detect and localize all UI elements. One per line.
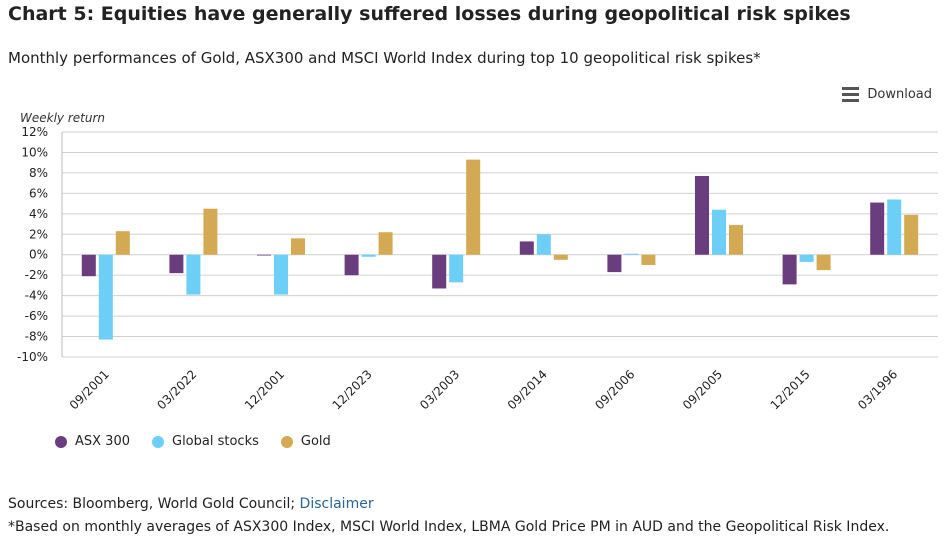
bar-global-stocks-03-1996 (887, 199, 902, 255)
download-label: Download (867, 87, 932, 102)
y-tick-label: -2% (25, 268, 48, 282)
bar-gold-09-2001 (115, 231, 130, 255)
y-tick-label: -10% (17, 350, 48, 364)
bar-global-stocks-09-2006 (624, 253, 639, 255)
bar-gold-09-2014 (553, 254, 568, 260)
bar-global-stocks-12-2015 (799, 254, 814, 262)
legend-item-gold[interactable]: Gold (280, 434, 331, 449)
bar-asx-300-12-2015 (782, 254, 797, 285)
y-tick-label: 0% (29, 248, 48, 262)
bar-asx-300-12-2001 (257, 254, 271, 256)
legend-label-asx300: ASX 300 (75, 434, 130, 449)
legend-item-global-stocks[interactable]: Global stocks (152, 434, 259, 449)
bar-global-stocks-03-2003 (449, 254, 464, 283)
x-tick-label: 12/2015 (768, 367, 813, 412)
bar-gold-12-2015 (816, 254, 831, 271)
grid-lines (61, 131, 938, 358)
x-tick-label: 03/2022 (154, 367, 199, 412)
download-button[interactable]: Download (842, 87, 932, 102)
chart-subtitle: Monthly performances of Gold, ASX300 and… (8, 49, 761, 67)
bar-global-stocks-09-2014 (536, 234, 551, 255)
menu-icon (842, 87, 860, 102)
footnote: *Based on monthly averages of ASX300 Ind… (8, 519, 890, 535)
y-tick-label: 12% (21, 125, 48, 139)
y-tick-label: 8% (29, 166, 48, 180)
legend-dot-global-stocks (152, 435, 164, 448)
disclaimer-link[interactable]: Disclaimer (299, 496, 374, 512)
y-tick-label: 4% (29, 207, 48, 221)
bar-global-stocks-09-2005 (712, 209, 726, 255)
y-tick-label: 6% (29, 186, 48, 200)
y-tick-label: 2% (29, 227, 48, 241)
bars (81, 159, 919, 340)
chart-title: Chart 5: Equities have generally suffere… (8, 3, 851, 25)
bar-global-stocks-12-2023 (361, 254, 376, 257)
bar-gold-12-2023 (378, 232, 393, 255)
legend-label-global-stocks: Global stocks (172, 434, 259, 449)
sources: Sources: Bloomberg, World Gold Council; … (8, 496, 374, 512)
bar-global-stocks-03-2022 (186, 254, 201, 295)
legend-dot-asx300 (55, 435, 67, 448)
y-tick-label: -8% (25, 330, 48, 344)
y-tick-label: -4% (25, 289, 48, 303)
y-tick-label: -6% (25, 309, 48, 323)
x-tick-label: 12/2023 (330, 367, 375, 412)
bar-global-stocks-12-2001 (274, 254, 288, 295)
x-tick-label: 09/2006 (592, 367, 637, 412)
bar-gold-09-2006 (641, 254, 656, 265)
bar-asx-300-03-2003 (432, 254, 447, 289)
bar-asx-300-09-2014 (519, 241, 534, 255)
bar-gold-03-2022 (203, 208, 218, 255)
bar-asx-300-09-2001 (81, 254, 96, 277)
legend-dot-gold (280, 435, 293, 448)
x-tick-label: 09/2005 (680, 367, 725, 412)
x-axis: 09/2001 03/2022 12/2001 12/2023 03/2003 09/20… (67, 367, 901, 412)
legend-label-gold: Gold (300, 434, 331, 449)
x-tick-label: 09/2014 (505, 367, 550, 412)
bar-asx-300-09-2006 (607, 254, 622, 273)
bar-asx-300-12-2023 (344, 254, 359, 276)
legend: ASX 300 Global stocks Gold (55, 434, 331, 449)
y-tick-label: 10% (21, 145, 48, 159)
y-axis-title: Weekly return (20, 111, 105, 125)
bar-asx-300-09-2005 (695, 175, 709, 255)
bar-gold-03-1996 (904, 214, 919, 255)
x-tick-label: 03/2003 (417, 367, 462, 412)
bar-asx-300-03-2022 (169, 254, 184, 274)
y-axis: 12% 10% 8% 6% 4% 2% 0% -2% -4% -6% -8% -10% (17, 125, 48, 364)
bar-asx-300-03-1996 (870, 202, 885, 255)
bar-gold-09-2005 (729, 225, 743, 255)
bar-chart: Weekly return 12% 10% 8% 6% 4% 2% 0% -2% -4% -6% -… (17, 111, 938, 412)
bar-global-stocks-09-2001 (98, 254, 113, 340)
x-tick-label: 03/1996 (855, 367, 900, 412)
bar-gold-03-2003 (466, 159, 481, 255)
x-tick-label: 12/2001 (242, 367, 287, 412)
legend-item-asx300[interactable]: ASX 300 (55, 434, 130, 449)
bar-gold-12-2001 (291, 238, 305, 255)
x-tick-label: 09/2001 (67, 367, 112, 412)
sources-text: Sources: Bloomberg, World Gold Council; (8, 496, 300, 512)
